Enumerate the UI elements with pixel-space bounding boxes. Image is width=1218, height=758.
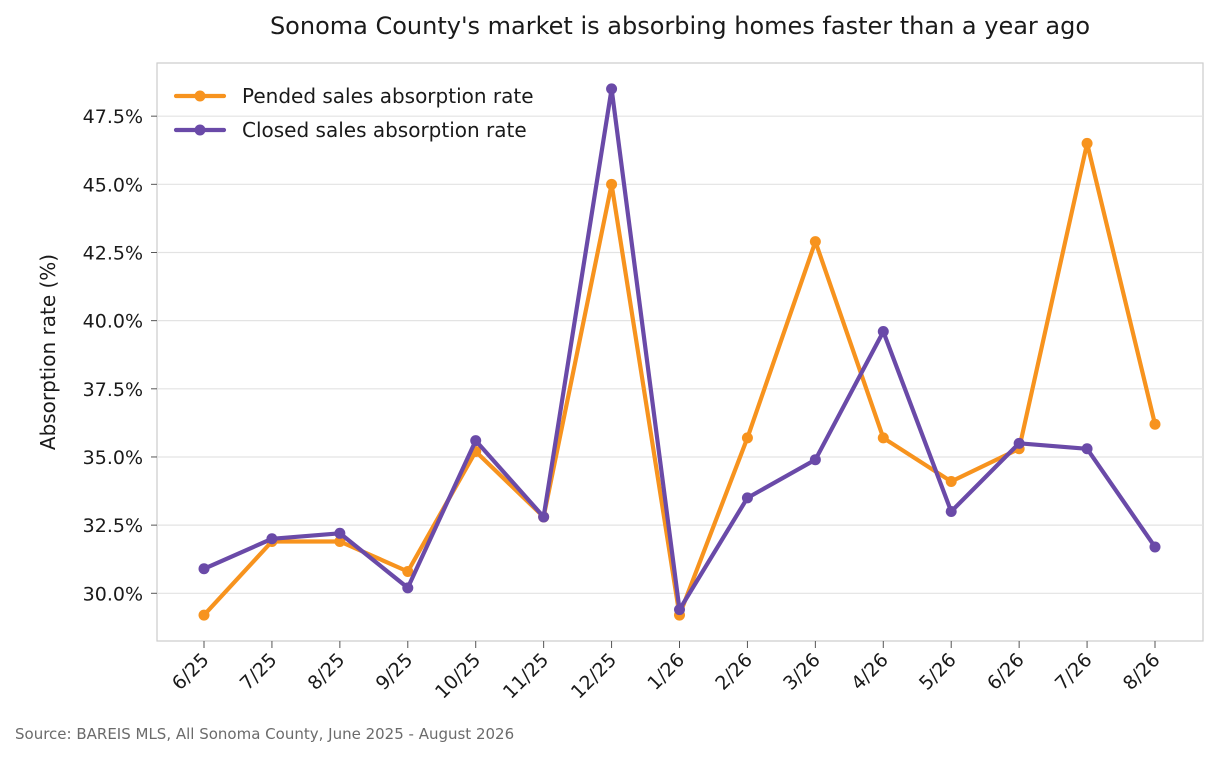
data-point [809,454,821,466]
data-point [334,535,346,547]
x-tick-label: 6/25 [168,649,214,695]
legend: Pended sales absorption rate Closed sales… [173,84,534,142]
data-point [809,236,821,248]
source-note: Source: BAREIS MLS, All Sonoma County, J… [15,725,514,743]
x-tick-label: 11/25 [499,649,553,703]
y-tick-label: 40.0% [83,311,143,333]
x-tick-label: 5/26 [915,649,961,695]
data-point [945,505,957,517]
data-point [741,492,753,504]
x-axis: 6/25 7/25 8/25 9/25 10/25 11/25 12/25 1/26 2/26 3… [168,641,1165,703]
x-tick-label: 8/26 [1119,649,1165,695]
data-point [877,432,889,444]
x-tick-label: 10/25 [431,649,485,703]
x-tick-label: 12/25 [567,649,621,703]
y-tick-label: 47.5% [83,106,143,128]
x-tick-label: 9/25 [372,649,418,695]
data-point [538,511,550,523]
series-group [198,83,1161,621]
y-tick-label: 42.5% [83,242,143,264]
data-point [741,432,753,444]
data-point [1149,418,1161,430]
legend-marker [194,124,206,136]
data-point [606,83,618,95]
data-point [266,533,278,545]
series-line-1 [201,141,1158,618]
legend-label: Closed sales absorption rate [242,118,527,142]
data-point [674,604,685,616]
data-point [198,609,210,621]
data-point [198,563,210,575]
gridlines [157,115,1203,594]
y-axis-label: Absorption rate (%) [36,254,60,450]
y-axis: 30.0% 32.5% 35.0% 37.5% 40.0% 42.5% 45.0% 47.5% [83,106,157,605]
y-tick-label: 35.0% [83,447,143,469]
plot-frame [156,62,1204,642]
chart-title: Sonoma County's market is absorbing home… [270,12,1090,40]
data-point [1081,443,1093,455]
data-point [606,178,618,190]
x-tick-label: 7/26 [1051,649,1097,695]
data-point [402,582,414,594]
x-tick-label: 4/26 [847,649,893,695]
x-tick-label: 8/25 [304,649,350,695]
x-tick-label: 1/26 [643,649,689,695]
data-point [470,435,482,447]
y-tick-label: 30.0% [83,583,143,605]
data-point [334,527,346,539]
data-point [402,565,414,577]
data-point [1149,541,1161,553]
x-tick-label: 3/26 [779,649,825,695]
data-point [877,326,889,338]
x-tick-label: 2/26 [711,649,757,695]
data-point [945,476,957,488]
data-point [1013,437,1025,449]
y-tick-label: 45.0% [83,174,143,196]
y-tick-label: 32.5% [83,515,143,537]
data-point [1081,137,1093,149]
series-line-2 [201,86,1158,612]
x-tick-label: 7/25 [236,649,282,695]
legend-label: Pended sales absorption rate [242,84,534,108]
y-tick-label: 37.5% [83,379,143,401]
legend-marker [194,90,206,102]
x-tick-label: 6/26 [983,649,1029,695]
